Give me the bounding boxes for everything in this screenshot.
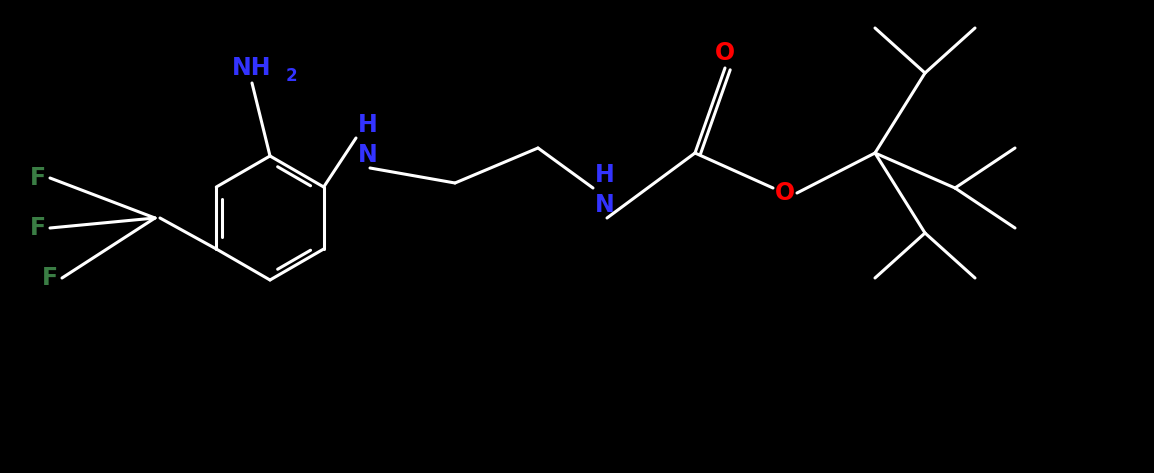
Text: NH: NH <box>232 56 271 80</box>
Text: O: O <box>715 41 735 65</box>
Text: F: F <box>30 216 46 240</box>
Text: H: H <box>358 113 377 137</box>
Text: F: F <box>42 266 58 290</box>
Text: N: N <box>358 143 377 167</box>
Text: N: N <box>595 193 615 217</box>
Text: F: F <box>30 166 46 190</box>
Text: H: H <box>595 163 615 187</box>
Text: O: O <box>775 181 795 205</box>
Text: 2: 2 <box>286 67 298 85</box>
